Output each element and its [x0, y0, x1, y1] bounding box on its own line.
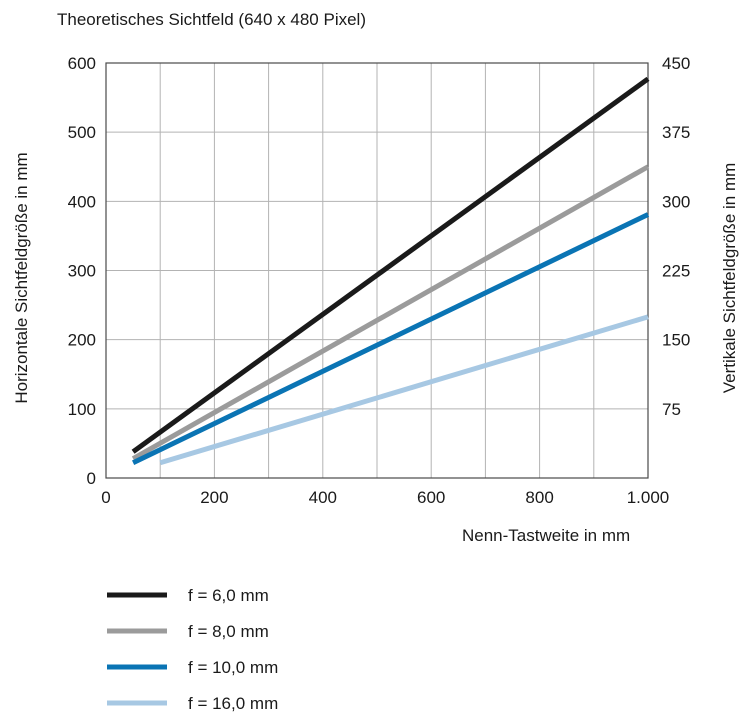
y-axis-ticks: 0 100 200 300 400 500 600	[68, 54, 96, 488]
y2-axis-ticks: 75 150 225 300 375 450	[662, 54, 690, 419]
y2-axis-label: Vertikale Sichtfeldgröße in mm	[720, 163, 739, 394]
x-tick-label: 600	[417, 488, 445, 507]
y2-tick-label: 375	[662, 123, 690, 142]
legend-label: f = 10,0 mm	[188, 658, 278, 677]
y-tick-label: 600	[68, 54, 96, 73]
x-tick-label: 200	[200, 488, 228, 507]
legend-label: f = 8,0 mm	[188, 622, 269, 641]
y-tick-label: 0	[87, 469, 96, 488]
legend-label: f = 6,0 mm	[188, 586, 269, 605]
y2-tick-label: 300	[662, 192, 690, 211]
chart-title: Theoretisches Sichtfeld (640 x 480 Pixel…	[57, 10, 366, 29]
series-lines	[131, 76, 650, 466]
y2-tick-label: 450	[662, 54, 690, 73]
x-axis-label: Nenn-Tastweite in mm	[462, 526, 630, 545]
x-tick-label: 800	[525, 488, 553, 507]
grid	[106, 63, 648, 478]
y-tick-label: 400	[68, 192, 96, 211]
y-tick-label: 100	[68, 400, 96, 419]
x-tick-label: 1.000	[627, 488, 670, 507]
x-tick-label: 0	[101, 488, 110, 507]
y2-tick-label: 225	[662, 262, 690, 281]
y-tick-label: 300	[68, 262, 96, 281]
series-line-4	[159, 314, 649, 466]
y2-tick-label: 150	[662, 331, 690, 350]
y-axis-label: Horizontale Sichtfeldgröße in mm	[12, 152, 31, 403]
legend-label: f = 16,0 mm	[188, 694, 278, 713]
y-tick-label: 200	[68, 331, 96, 350]
series-line-1	[131, 76, 650, 454]
series-line-3	[132, 212, 650, 466]
plot-frame	[105, 62, 649, 479]
legend: f = 6,0 mm f = 8,0 mm f = 10,0 mm f = 16,0 …	[107, 586, 278, 713]
y2-tick-label: 75	[662, 400, 681, 419]
y-tick-label: 500	[68, 123, 96, 142]
x-tick-label: 400	[309, 488, 337, 507]
series-line-2	[131, 164, 650, 461]
x-axis-ticks: 0 200 400 600 800 1.000	[101, 488, 669, 507]
